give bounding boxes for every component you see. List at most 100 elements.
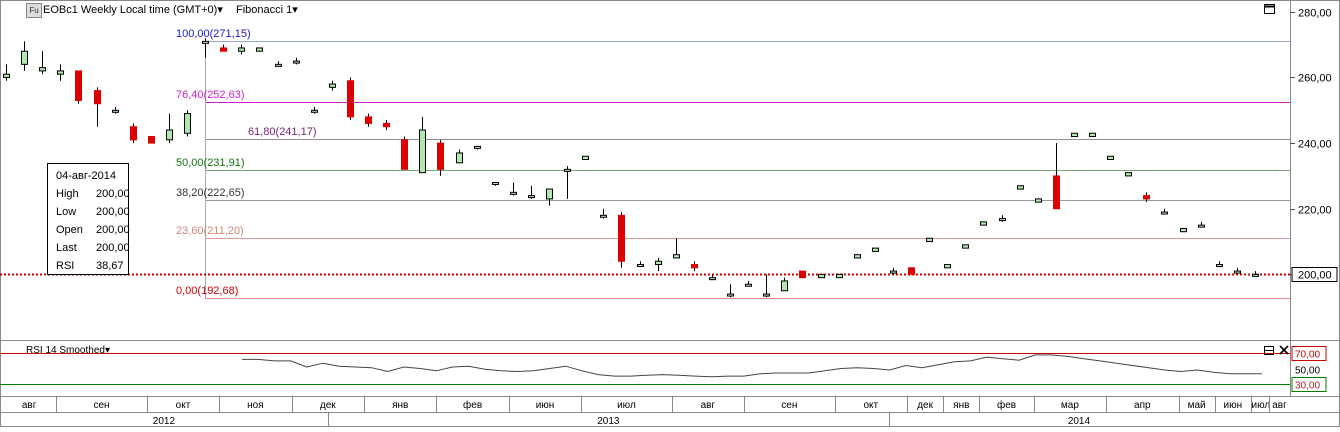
candle-down <box>347 80 354 118</box>
candle-up <box>763 293 770 297</box>
candle-up <box>582 155 589 161</box>
close-icon <box>1279 345 1289 355</box>
year-label: 2012 <box>153 416 176 427</box>
candle-up <box>944 264 951 269</box>
info-row-last: Last 200,00 <box>56 242 130 254</box>
month-label: авг <box>1272 400 1287 411</box>
candle-up <box>999 218 1006 222</box>
rsi-line <box>242 354 1262 378</box>
candle-up <box>564 168 571 172</box>
month-label: июл <box>617 400 636 411</box>
fibonacci-label: 61,80(241,17) <box>248 126 317 138</box>
month-label: авг <box>22 400 37 411</box>
month-label: мар <box>1061 400 1079 411</box>
rsi-title: RSI 14 Smoothed <box>26 345 105 356</box>
fibonacci-label: 23,60(211,20) <box>176 225 244 237</box>
candle-down <box>94 90 101 105</box>
candle-up <box>854 254 861 259</box>
study-menu[interactable]: Fibonacci 1▾ <box>236 3 298 16</box>
y-tick-label: 220,00 <box>1298 205 1332 217</box>
month-label: янв <box>953 400 969 411</box>
month-label: июн <box>1223 400 1242 411</box>
y-tick-label: 260,00 <box>1298 73 1332 85</box>
candle-down <box>148 136 155 144</box>
candle-up <box>21 50 28 65</box>
month-label: дек <box>320 400 336 411</box>
candle-down <box>130 126 137 141</box>
year-label: 2013 <box>597 416 620 427</box>
candle-up <box>781 280 788 292</box>
candle-up <box>600 214 607 218</box>
info-row-low: Low 200,00 <box>56 206 130 218</box>
candle-up <box>311 109 318 113</box>
candle-down <box>908 267 915 275</box>
candle-up <box>1071 132 1078 138</box>
month-label: апр <box>1134 400 1151 411</box>
candle-up <box>112 109 119 113</box>
candle-down <box>691 264 698 269</box>
chevron-down-icon: ▾ <box>217 4 223 16</box>
candle-up <box>166 129 173 141</box>
candle-up <box>1252 273 1259 277</box>
candle-up <box>818 273 825 279</box>
rsi-level-label: 50,00 <box>1295 366 1320 377</box>
candle-up <box>890 270 897 274</box>
candle-up <box>655 260 662 266</box>
last-price-label: 200,00 <box>1298 270 1332 282</box>
study-label: Fibonacci 1 <box>236 4 293 16</box>
y-tick-label: 280,00 <box>1298 8 1332 20</box>
candle-down <box>618 214 625 262</box>
candle-down <box>799 270 806 279</box>
info-date: 04-авг-2014 <box>56 170 117 182</box>
y-tick-label: 240,00 <box>1298 139 1332 151</box>
candle-down <box>383 122 390 128</box>
month-label: фев <box>463 399 482 411</box>
month-label: май <box>1188 400 1206 411</box>
fibonacci-label: 38,20(222,65) <box>176 187 245 199</box>
candle-up <box>293 60 300 64</box>
candle-up <box>709 277 716 281</box>
candle-up <box>1216 264 1223 268</box>
rsi-level-box <box>1291 346 1327 361</box>
rsi-menu[interactable]: RSI 14 Smoothed▾ <box>26 345 110 356</box>
candle-down <box>220 47 227 52</box>
candle-up <box>456 152 463 164</box>
month-label: окт <box>176 400 191 411</box>
candle-up <box>745 283 752 287</box>
candle-up <box>510 191 517 195</box>
month-label: дек <box>917 400 933 411</box>
candle-down <box>1143 195 1150 200</box>
rsi-level-label: 30,00 <box>1295 381 1320 392</box>
info-box: 04-авг-2014 High 200,00 Low 200,00 Open 200… <box>47 163 130 275</box>
candle-up <box>202 40 209 44</box>
month-label: окт <box>863 400 878 411</box>
chevron-down-icon: ▾ <box>104 345 110 356</box>
fibonacci-label: 50,00(231,91) <box>176 157 245 169</box>
candle-up <box>1180 227 1187 233</box>
candle-up <box>1107 155 1114 161</box>
candle-up <box>926 237 933 243</box>
symbol-menu[interactable]: EOBc1 Weekly Local time (GMT+0)▾ <box>43 3 223 16</box>
candle-up <box>727 293 734 297</box>
candle-down <box>401 139 408 170</box>
candle-up <box>329 83 336 88</box>
rsi-level-label: 70,00 <box>1295 350 1320 361</box>
instrument-icon[interactable]: Fu <box>26 3 42 18</box>
maximize-icon <box>1264 4 1275 14</box>
candle-up <box>238 47 245 52</box>
month-label: ноя <box>247 400 264 411</box>
candle-up <box>1234 270 1241 274</box>
chevron-down-icon: ▾ <box>292 4 298 16</box>
month-label: июн <box>536 400 555 411</box>
candle-up <box>1198 224 1205 228</box>
candle-up <box>1161 211 1168 215</box>
candle-up <box>836 273 843 279</box>
candle-down <box>437 142 444 170</box>
month-label: авг <box>701 400 716 411</box>
candle-up <box>980 221 987 226</box>
candle-up <box>637 264 644 268</box>
candle-up <box>3 73 10 78</box>
